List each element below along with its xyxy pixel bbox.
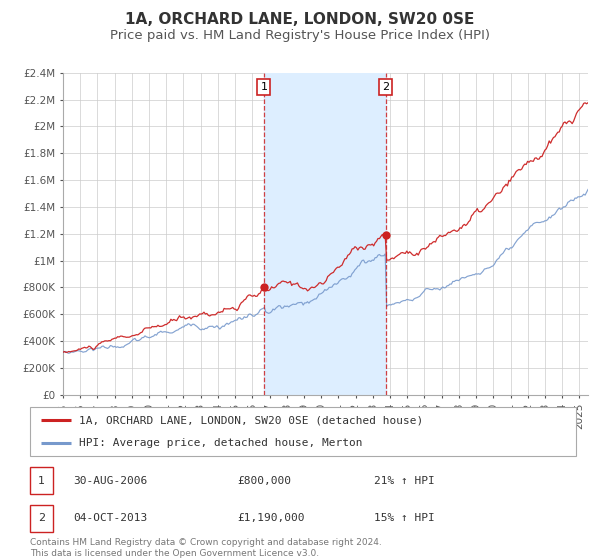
FancyBboxPatch shape [30, 407, 576, 456]
Text: 1A, ORCHARD LANE, LONDON, SW20 0SE: 1A, ORCHARD LANE, LONDON, SW20 0SE [125, 12, 475, 27]
Text: 2: 2 [382, 82, 389, 92]
Text: £800,000: £800,000 [238, 475, 292, 486]
Text: Price paid vs. HM Land Registry's House Price Index (HPI): Price paid vs. HM Land Registry's House … [110, 29, 490, 42]
Text: 1: 1 [38, 475, 45, 486]
Text: 2: 2 [38, 514, 45, 523]
Text: 15% ↑ HPI: 15% ↑ HPI [374, 514, 435, 523]
Text: 04-OCT-2013: 04-OCT-2013 [74, 514, 148, 523]
Text: HPI: Average price, detached house, Merton: HPI: Average price, detached house, Mert… [79, 438, 362, 448]
Text: £1,190,000: £1,190,000 [238, 514, 305, 523]
FancyBboxPatch shape [30, 467, 53, 494]
Text: 1A, ORCHARD LANE, LONDON, SW20 0SE (detached house): 1A, ORCHARD LANE, LONDON, SW20 0SE (deta… [79, 416, 424, 426]
Text: 21% ↑ HPI: 21% ↑ HPI [374, 475, 435, 486]
FancyBboxPatch shape [30, 505, 53, 532]
Bar [264, 73, 386, 395]
Text: Contains HM Land Registry data © Crown copyright and database right 2024.
This d: Contains HM Land Registry data © Crown c… [30, 538, 382, 558]
Text: 30-AUG-2006: 30-AUG-2006 [74, 475, 148, 486]
Text: 1: 1 [260, 82, 268, 92]
